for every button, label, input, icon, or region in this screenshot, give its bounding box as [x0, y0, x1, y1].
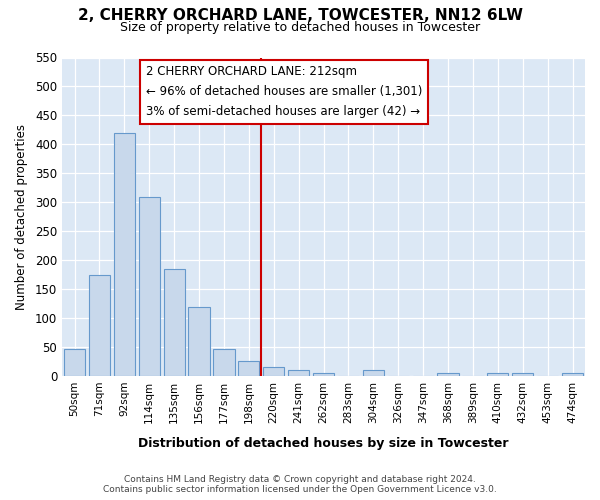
Bar — [263, 368, 284, 376]
Text: Size of property relative to detached houses in Towcester: Size of property relative to detached ho… — [120, 22, 480, 35]
Bar — [363, 370, 384, 376]
Y-axis label: Number of detached properties: Number of detached properties — [15, 124, 28, 310]
X-axis label: Distribution of detached houses by size in Towcester: Distribution of detached houses by size … — [138, 437, 509, 450]
Text: Contains HM Land Registry data © Crown copyright and database right 2024.
Contai: Contains HM Land Registry data © Crown c… — [103, 474, 497, 494]
Bar — [288, 370, 309, 376]
Bar — [114, 133, 135, 376]
Bar — [562, 373, 583, 376]
Text: 2, CHERRY ORCHARD LANE, TOWCESTER, NN12 6LW: 2, CHERRY ORCHARD LANE, TOWCESTER, NN12 … — [77, 8, 523, 22]
Bar — [214, 350, 235, 376]
Bar — [313, 372, 334, 376]
Bar — [89, 274, 110, 376]
Bar — [487, 373, 508, 376]
Bar — [512, 373, 533, 376]
Bar — [437, 373, 458, 376]
Text: 2 CHERRY ORCHARD LANE: 212sqm
← 96% of detached houses are smaller (1,301)
3% of: 2 CHERRY ORCHARD LANE: 212sqm ← 96% of d… — [146, 66, 422, 118]
Bar — [238, 361, 259, 376]
Bar — [139, 197, 160, 376]
Bar — [164, 269, 185, 376]
Bar — [188, 306, 209, 376]
Bar — [64, 349, 85, 376]
